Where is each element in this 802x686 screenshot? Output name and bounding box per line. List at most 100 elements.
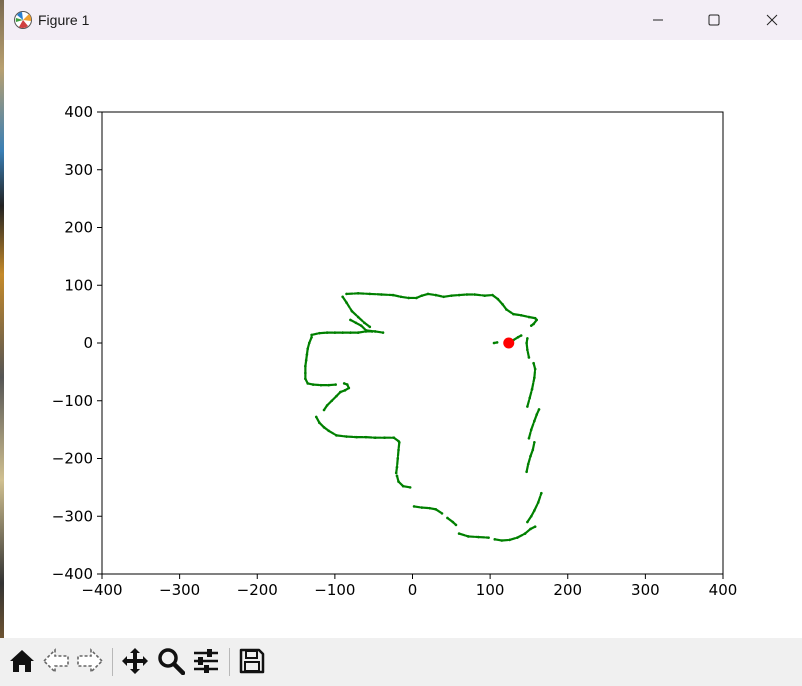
trajectory-segment — [345, 301, 354, 313]
figure-canvas[interactable]: −400 −300 −200 −100 0 100 200 300 400 −400 −300 −20… — [4, 40, 802, 638]
trajectory-segment — [473, 293, 486, 297]
trajectory-segment — [533, 501, 540, 512]
trajectory-segment — [363, 321, 371, 328]
trajectory-segment — [380, 293, 395, 297]
trajectory-segment — [537, 492, 543, 504]
trajectory-segment — [451, 520, 458, 527]
trajectory-segment — [493, 538, 503, 542]
trajectory-segment — [491, 293, 499, 301]
trajectory-segment — [426, 292, 437, 297]
minimize-button[interactable] — [635, 0, 681, 40]
trajectory-segment — [434, 293, 445, 298]
trajectory-segment — [527, 455, 532, 466]
trajectory-segment — [357, 330, 368, 334]
trajectory-segment — [505, 308, 515, 316]
matplotlib-logo-icon — [13, 10, 33, 30]
trajectory-segment — [310, 332, 321, 337]
trajectory-segment — [335, 434, 348, 438]
zoom-button[interactable] — [156, 646, 186, 676]
forward-icon — [77, 648, 104, 674]
configure-subplots-icon — [194, 649, 218, 673]
home-button[interactable] — [7, 646, 37, 676]
trajectory-segment — [500, 538, 511, 542]
trajectory-segment — [526, 515, 533, 524]
trajectory-segment — [516, 532, 527, 539]
trajectory-segment — [399, 295, 410, 300]
x-tick-label: −300 — [159, 581, 200, 599]
forward-button[interactable] — [75, 646, 105, 676]
trajectory-segment — [312, 383, 323, 387]
trajectory-segment — [412, 505, 423, 509]
trajectory-segment — [341, 295, 348, 304]
close-icon — [766, 14, 778, 26]
y-tick-label: −400 — [52, 565, 93, 583]
scatter-chart[interactable]: −400 −300 −200 −100 0 100 200 300 400 −400 −300 −20… — [4, 40, 802, 638]
trajectory-segment — [533, 413, 538, 423]
y-tick-label: 200 — [64, 219, 93, 237]
trajectory-segment — [434, 508, 444, 515]
desktop-background-strip — [0, 0, 4, 686]
window-title: Figure 1 — [38, 12, 90, 28]
y-tick-label: 400 — [64, 103, 93, 121]
configure-subplots-button[interactable] — [191, 646, 221, 676]
x-tick-label: 0 — [408, 581, 418, 599]
trajectory-segment — [364, 436, 377, 439]
x-tick-label: 200 — [553, 581, 582, 599]
trajectory-segment — [395, 457, 399, 469]
y-tick-label: 100 — [64, 276, 93, 294]
current-position-marker — [503, 337, 515, 349]
close-button[interactable] — [749, 0, 795, 40]
maximize-button[interactable] — [691, 0, 737, 40]
trajectory-segment — [516, 334, 523, 339]
save-icon — [239, 648, 265, 674]
trajectory-segment — [420, 506, 431, 510]
trajectory-segment — [525, 341, 529, 352]
trajectory-segment — [533, 367, 537, 379]
trajectory-segment — [318, 331, 329, 335]
axes-frame — [101, 111, 724, 575]
trajectory-segment — [520, 314, 531, 319]
pan-button[interactable] — [120, 646, 150, 676]
trajectory-segment — [535, 408, 541, 416]
trajectory-segment — [442, 294, 453, 298]
trajectory-segment — [508, 536, 519, 542]
trajectory-segment — [368, 292, 383, 296]
back-icon — [42, 648, 69, 674]
trajectory-segment — [345, 292, 360, 296]
trajectory-segment — [531, 441, 536, 451]
trajectory-segment — [402, 485, 412, 489]
trajectory-segment — [457, 532, 470, 538]
back-button[interactable] — [41, 646, 71, 676]
zoom-icon — [158, 648, 185, 675]
trajectory-segment — [397, 441, 401, 451]
x-tick-label: 100 — [476, 581, 505, 599]
trajectory-segment — [391, 293, 402, 298]
trajectory-segment — [530, 419, 536, 431]
y-tick-label: −200 — [52, 450, 93, 468]
trajectory-segment — [467, 535, 480, 539]
trajectory-segment — [350, 310, 360, 319]
trajectory-segment — [529, 525, 537, 531]
navigation-toolbar — [0, 638, 802, 686]
trajectory-segment — [483, 293, 494, 297]
trajectory-segment — [527, 428, 533, 440]
trajectory-segment — [496, 298, 504, 306]
save-button[interactable] — [237, 646, 267, 676]
x-tick-label: 300 — [631, 581, 660, 599]
trajectory-segment — [512, 313, 523, 317]
trajectory-segment — [523, 527, 532, 535]
trajectory-segment — [396, 448, 400, 460]
maximize-icon — [708, 14, 720, 26]
trajectory-segment — [530, 322, 535, 327]
trajectory-segment — [525, 337, 529, 345]
trajectory-segment — [357, 315, 366, 324]
trajectory-segment — [477, 535, 490, 539]
trajectory-segment — [530, 376, 536, 391]
x-tick-label: −100 — [314, 581, 355, 599]
trajectory-segment — [327, 429, 338, 437]
x-tick-label: −400 — [81, 581, 122, 599]
y-tick-label: 0 — [83, 334, 93, 352]
trajectory-segment — [345, 435, 358, 439]
title-bar[interactable]: Figure 1 — [4, 0, 802, 40]
